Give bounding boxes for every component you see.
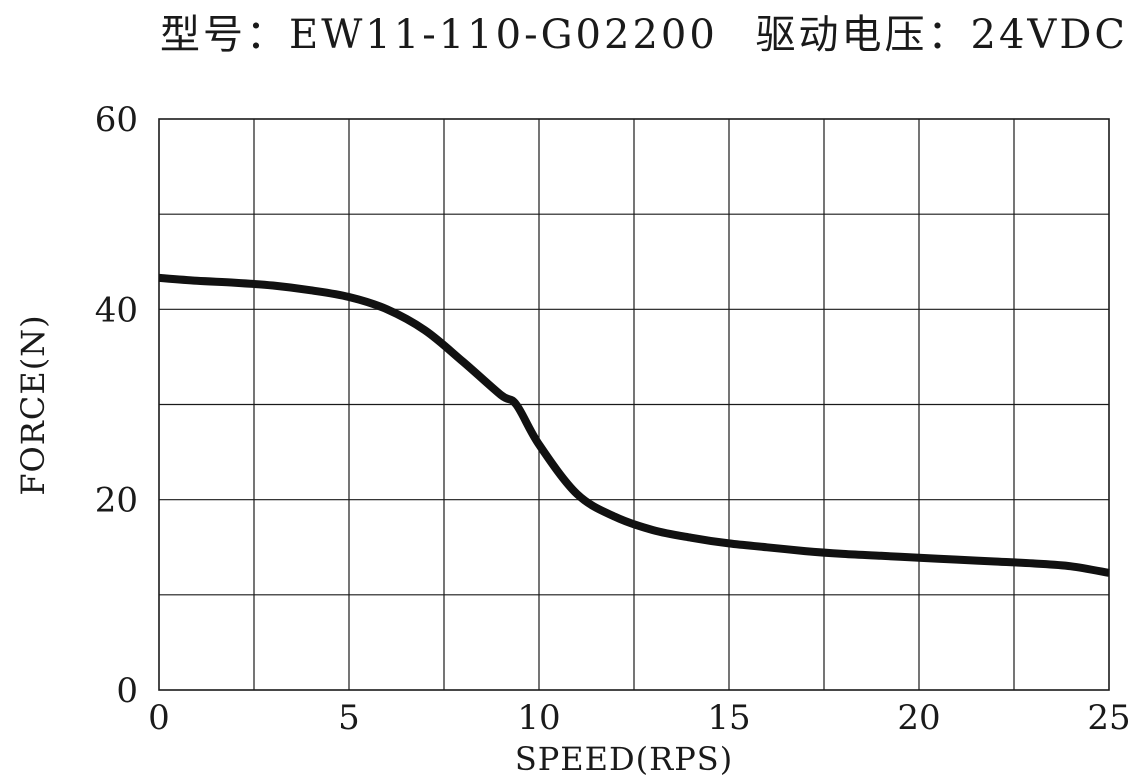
y-axis-label: FORCE(N) [14,314,52,495]
chart-title-model: 型号：EW11-110-G02200 [160,12,718,58]
chart-title-voltage: 驱动电压：24VDC [756,12,1128,58]
plot-frame [158,118,1110,691]
y-tick-label: 60 [95,100,138,140]
x-tick-label: 15 [707,698,750,738]
y-axis-ticks: 0 20 40 60 [95,100,138,711]
y-tick-label: 40 [95,290,138,330]
chart-grid [159,119,1109,690]
force-speed-curve [158,273,1110,577]
x-tick-label: 20 [897,698,940,738]
y-tick-label: 20 [95,481,138,521]
x-tick-label: 5 [338,698,360,738]
y-tick-label: 0 [116,671,138,711]
x-axis-ticks: 0 5 10 15 20 25 [148,698,1130,738]
x-tick-label: 25 [1087,698,1130,738]
x-tick-label: 10 [517,698,560,738]
x-axis-label: SPEED(RPS) [515,740,733,778]
x-tick-label: 0 [148,698,170,738]
